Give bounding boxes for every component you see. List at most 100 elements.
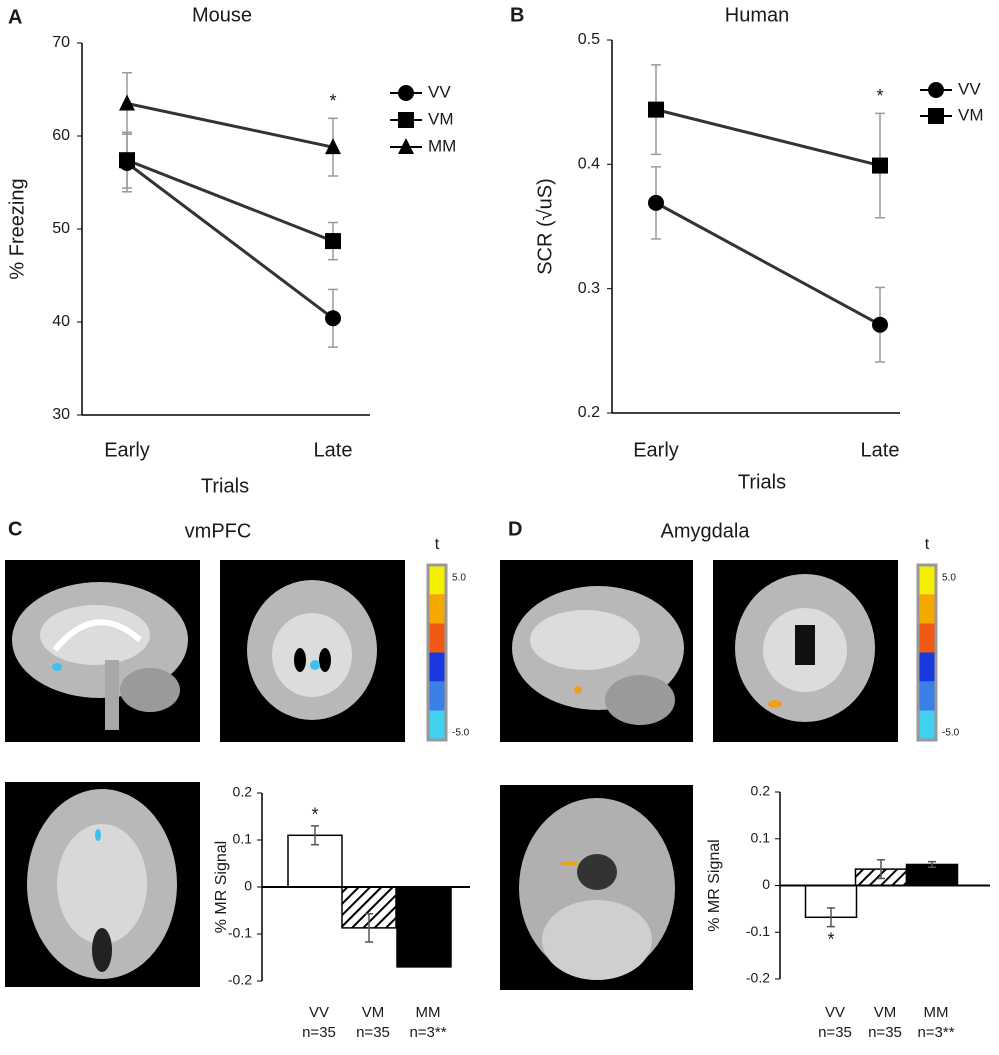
colorbar-segment <box>918 710 936 740</box>
colorbar-segment <box>428 681 446 711</box>
brain-images <box>5 560 898 990</box>
y-tick-label: 0.1 <box>233 831 253 847</box>
y-tick-label: 40 <box>52 313 70 330</box>
colorbar-segment <box>918 681 936 711</box>
x-axis-title: Trials <box>201 475 249 497</box>
panel-label: B <box>510 4 524 26</box>
legend-label: MM <box>428 136 456 155</box>
y-axis-title: % MR Signal <box>213 841 230 933</box>
legend-label: VM <box>428 109 454 128</box>
legend-label: VV <box>958 79 981 98</box>
x-tick-label: Early <box>633 439 679 461</box>
x-tick-label: Late <box>314 439 353 461</box>
chart-title: Mouse <box>192 4 252 26</box>
legend-marker <box>398 138 414 154</box>
colorbar-segment <box>428 565 446 595</box>
series-line <box>655 201 881 327</box>
y-tick-label: -0.1 <box>746 923 770 939</box>
y-tick-label: 60 <box>52 127 70 144</box>
count-label: n=35 <box>818 1024 852 1041</box>
legend-marker <box>928 108 944 124</box>
x-tick-label: VV <box>825 1004 845 1021</box>
x-tick-label: VV <box>309 1004 329 1021</box>
colorbar-segment <box>428 710 446 740</box>
y-tick-label: 0.2 <box>233 784 253 800</box>
count-label: n=35 <box>356 1024 390 1041</box>
count-label: n=3** <box>917 1024 954 1041</box>
significance-note: * <box>329 91 336 111</box>
marker <box>872 316 888 333</box>
y-tick-label: -0.2 <box>746 970 770 986</box>
y-tick-label: 0.2 <box>578 404 600 421</box>
colorbar-title: t <box>435 536 440 553</box>
panel-label: C <box>8 518 22 540</box>
significance-note: * <box>827 929 834 949</box>
y-tick-label: 50 <box>52 220 70 237</box>
x-tick-label: VM <box>874 1004 897 1021</box>
y-tick-label: 0.3 <box>578 280 600 297</box>
marker <box>648 194 664 211</box>
marker <box>325 233 341 250</box>
colorbar-tick-label: 5.0 <box>942 573 956 584</box>
colorbar-segment <box>918 652 936 682</box>
significance-note: * <box>876 86 883 106</box>
colorbar-title: t <box>925 536 930 553</box>
series-line <box>126 158 334 243</box>
colorbar-tick-label: -5.0 <box>942 728 960 739</box>
legend-label: VV <box>428 82 451 101</box>
series-line <box>126 101 334 149</box>
colorbar-frame <box>916 563 938 742</box>
legend-label: VM <box>958 105 984 124</box>
y-tick-label: 0.2 <box>751 783 771 799</box>
x-tick-label: VM <box>362 1004 385 1021</box>
marker <box>325 138 341 155</box>
colorbar-frame <box>426 563 448 742</box>
y-tick-label: 30 <box>52 406 70 423</box>
marker <box>119 94 135 111</box>
bar <box>396 886 452 968</box>
x-tick-label: MM <box>416 1004 441 1021</box>
colorbar-tick-label: 5.0 <box>452 573 466 584</box>
colorbar-tick-label: -5.0 <box>452 728 470 739</box>
count-label: n=3** <box>409 1024 446 1041</box>
series-line <box>655 108 881 168</box>
legend-marker <box>398 112 414 128</box>
y-tick-label: 0.5 <box>578 31 600 48</box>
significance-note: * <box>311 805 318 825</box>
colorbar-segment <box>918 623 936 653</box>
panel-label: D <box>508 518 522 540</box>
colorbar-segment <box>428 623 446 653</box>
chart-title: Human <box>725 4 789 26</box>
y-tick-label: 0 <box>762 876 770 892</box>
x-tick-label: Early <box>104 439 150 461</box>
y-axis-title: % MR Signal <box>706 839 723 931</box>
y-tick-label: 0.4 <box>578 156 600 173</box>
colorbar-segment <box>428 652 446 682</box>
y-axis-title: SCR (√uS) <box>534 178 556 275</box>
series-line <box>126 161 334 320</box>
marker <box>119 152 135 169</box>
y-tick-label: 70 <box>52 34 70 51</box>
colorbar-segment <box>918 594 936 624</box>
legend-marker <box>398 85 414 101</box>
y-axis-title: % Freezing <box>6 178 28 279</box>
legend-marker <box>928 82 944 98</box>
x-axis-title: Trials <box>738 471 786 493</box>
marker <box>872 157 888 174</box>
y-tick-label: 0 <box>244 878 252 894</box>
count-label: n=35 <box>302 1024 336 1041</box>
count-label: n=35 <box>868 1024 902 1041</box>
chart-title: Amygdala <box>661 520 751 542</box>
colorbar-segment <box>918 565 936 595</box>
chart-title: vmPFC <box>185 520 252 542</box>
marker <box>648 101 664 118</box>
y-tick-label: 0.1 <box>751 829 771 845</box>
panel-label: A <box>8 6 22 28</box>
marker <box>325 310 341 327</box>
x-tick-label: MM <box>924 1004 949 1021</box>
x-tick-label: Late <box>861 439 900 461</box>
y-tick-label: -0.2 <box>228 972 252 988</box>
y-tick-label: -0.1 <box>228 925 252 941</box>
